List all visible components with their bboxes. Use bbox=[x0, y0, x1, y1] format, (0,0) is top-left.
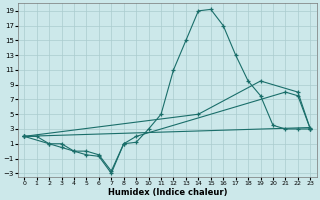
X-axis label: Humidex (Indice chaleur): Humidex (Indice chaleur) bbox=[108, 188, 227, 197]
